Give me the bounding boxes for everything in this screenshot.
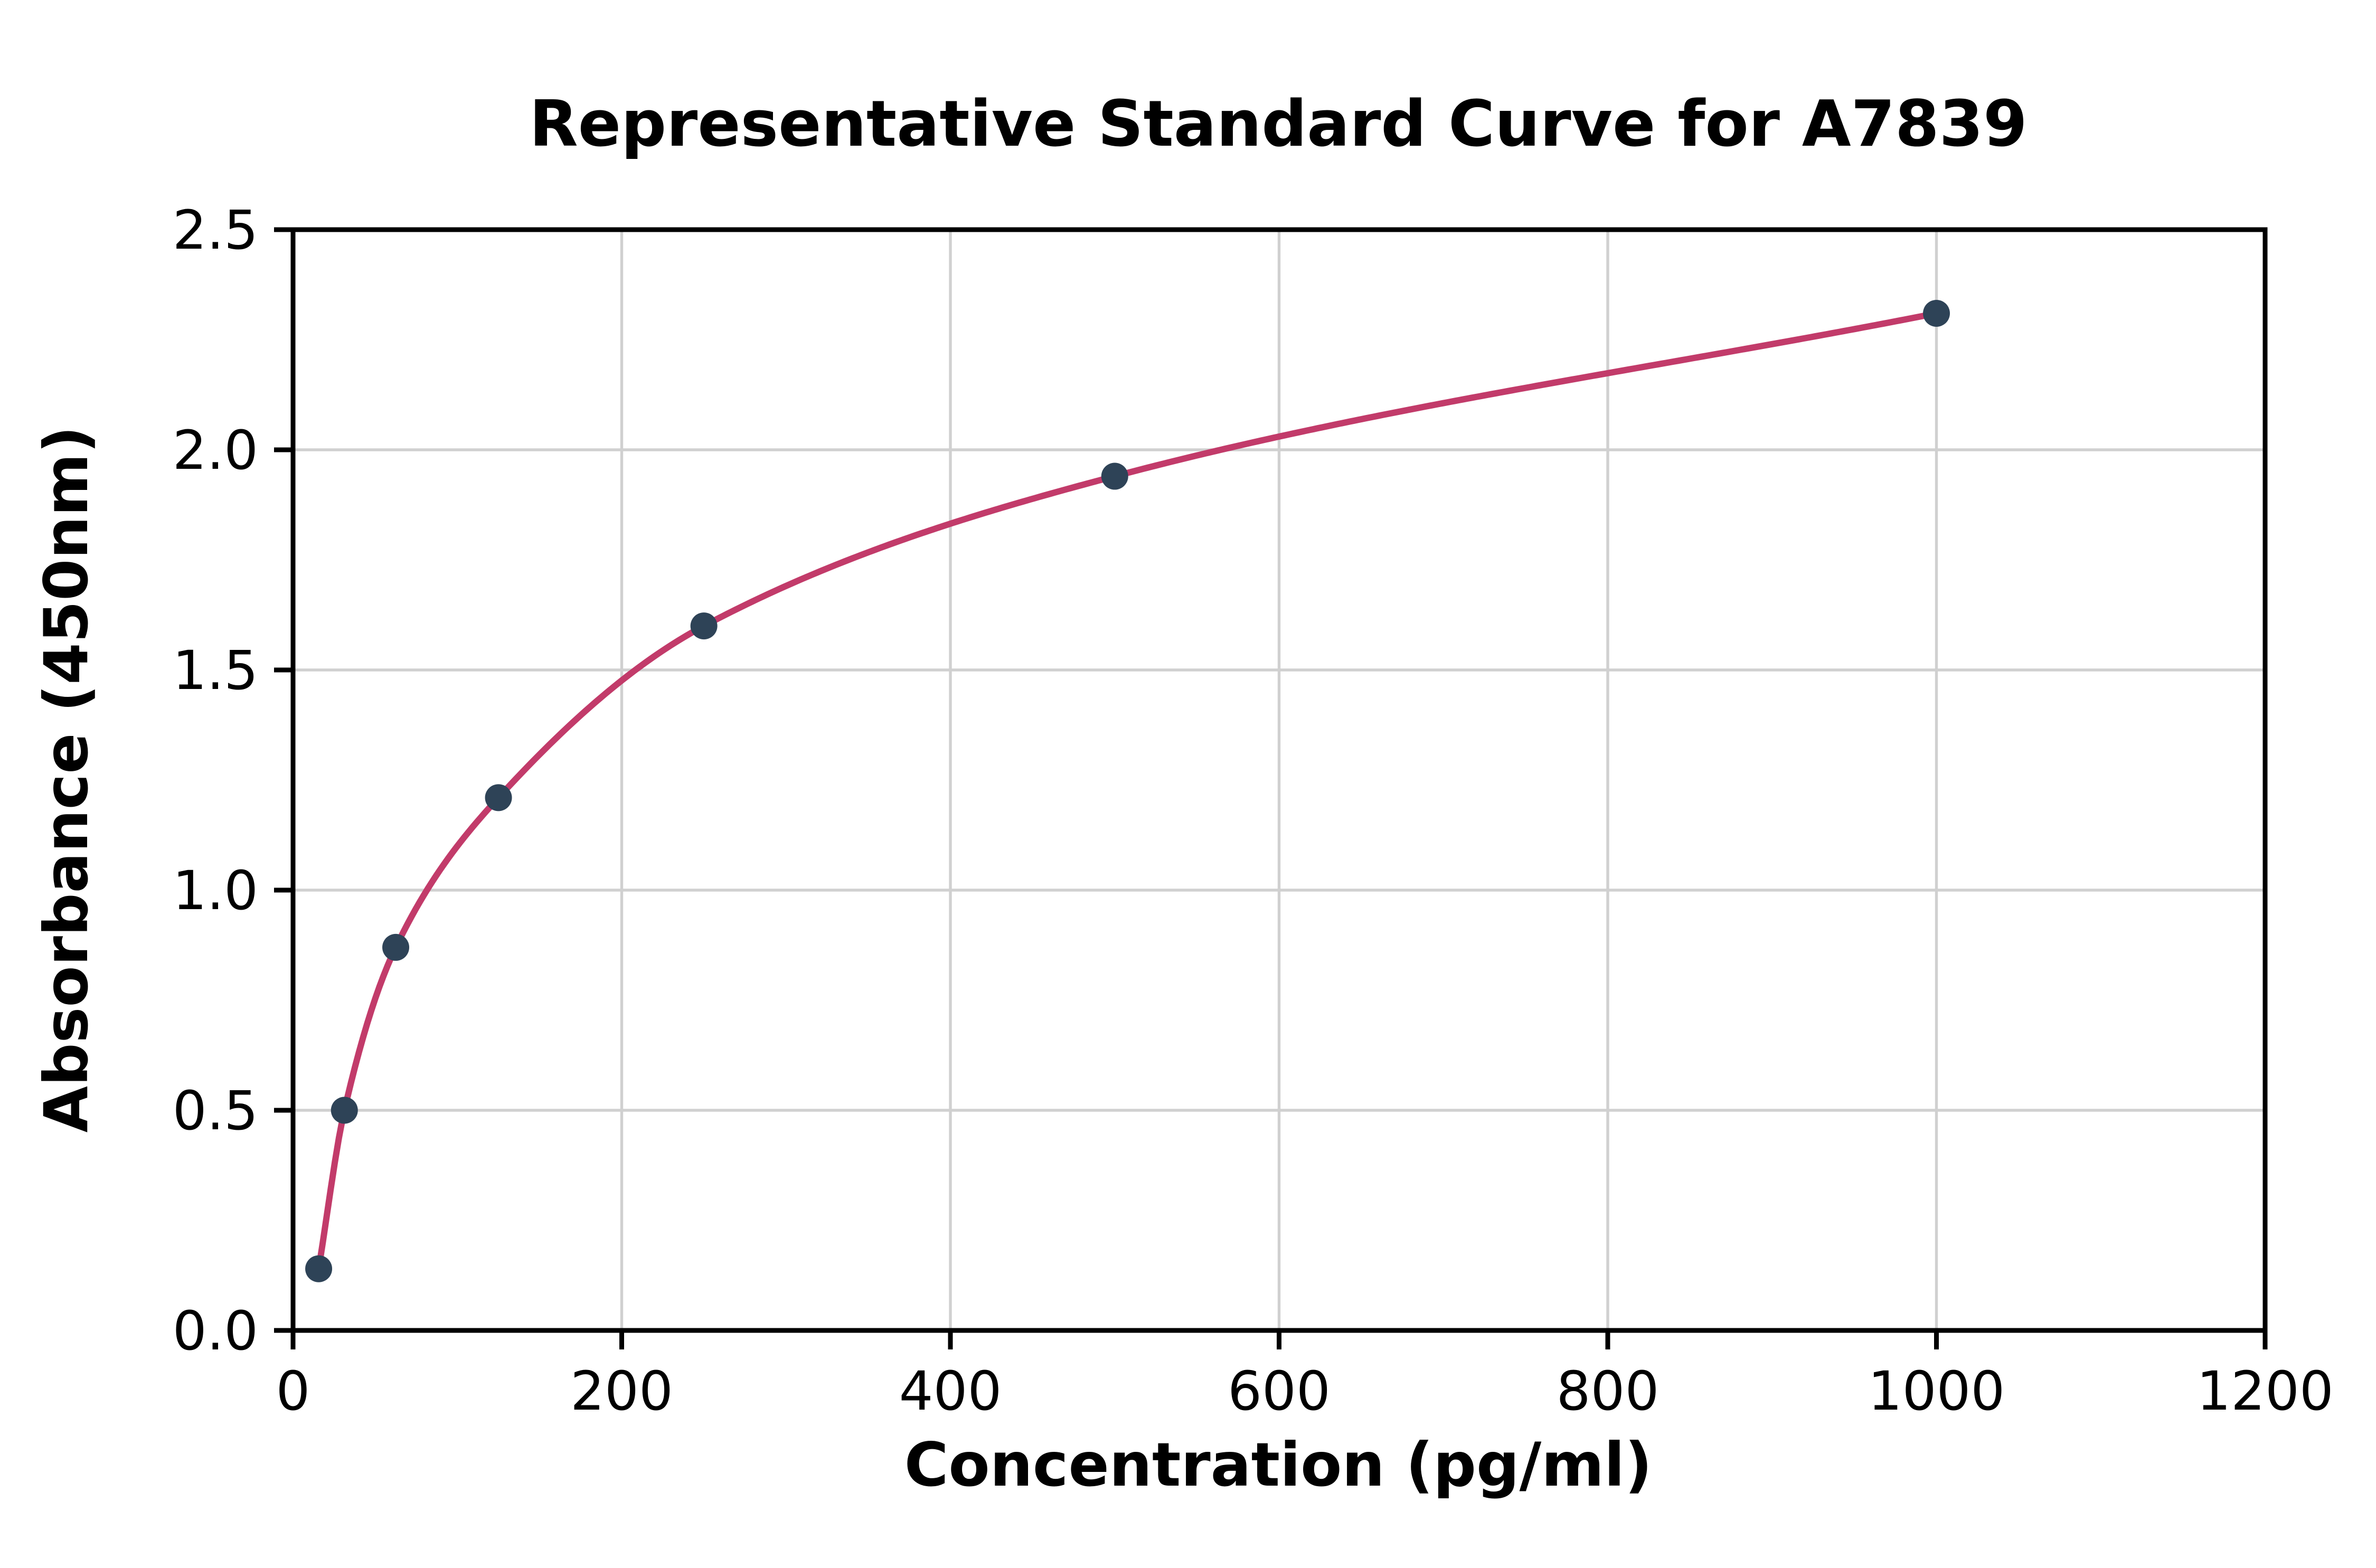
y-tick-label: 0.5 — [173, 1080, 258, 1142]
fit-curve-layer — [315, 310, 1940, 1272]
y-axis-label: Absorbance (450nm) — [31, 426, 101, 1133]
axis-ticks-layer: 0 200 400 600 800 1000 1200 0.0 0.5 1.0 1.5 2.0 2.5 — [173, 199, 2334, 1423]
data-point — [485, 784, 512, 811]
x-tick-label: 600 — [1228, 1360, 1331, 1423]
x-tick-label: 0 — [276, 1360, 310, 1423]
data-point — [1101, 462, 1128, 490]
y-tick-label: 1.5 — [173, 639, 258, 702]
x-tick-label: 400 — [899, 1360, 1002, 1423]
y-tick-label: 0.0 — [173, 1300, 258, 1363]
y-tick-label: 2.5 — [173, 199, 258, 262]
fit-curve — [315, 310, 1940, 1272]
x-tick-label: 800 — [1557, 1360, 1660, 1423]
chart-title: Representative Standard Curve for A7839 — [529, 88, 2027, 161]
y-tick-label: 1.0 — [173, 859, 258, 922]
data-points-layer — [305, 299, 1950, 1282]
data-point — [331, 1097, 358, 1124]
x-axis-label: Concentration (pg/ml) — [904, 1430, 1652, 1500]
data-point — [305, 1255, 333, 1282]
data-point — [1923, 299, 1950, 327]
gridlines — [291, 228, 2267, 1332]
data-point — [690, 612, 718, 640]
x-tick-label: 1000 — [1868, 1360, 2005, 1423]
data-point — [382, 933, 410, 961]
x-tick-label: 1200 — [2196, 1360, 2334, 1423]
y-tick-label: 2.0 — [173, 419, 258, 482]
x-tick-label: 200 — [570, 1360, 673, 1423]
